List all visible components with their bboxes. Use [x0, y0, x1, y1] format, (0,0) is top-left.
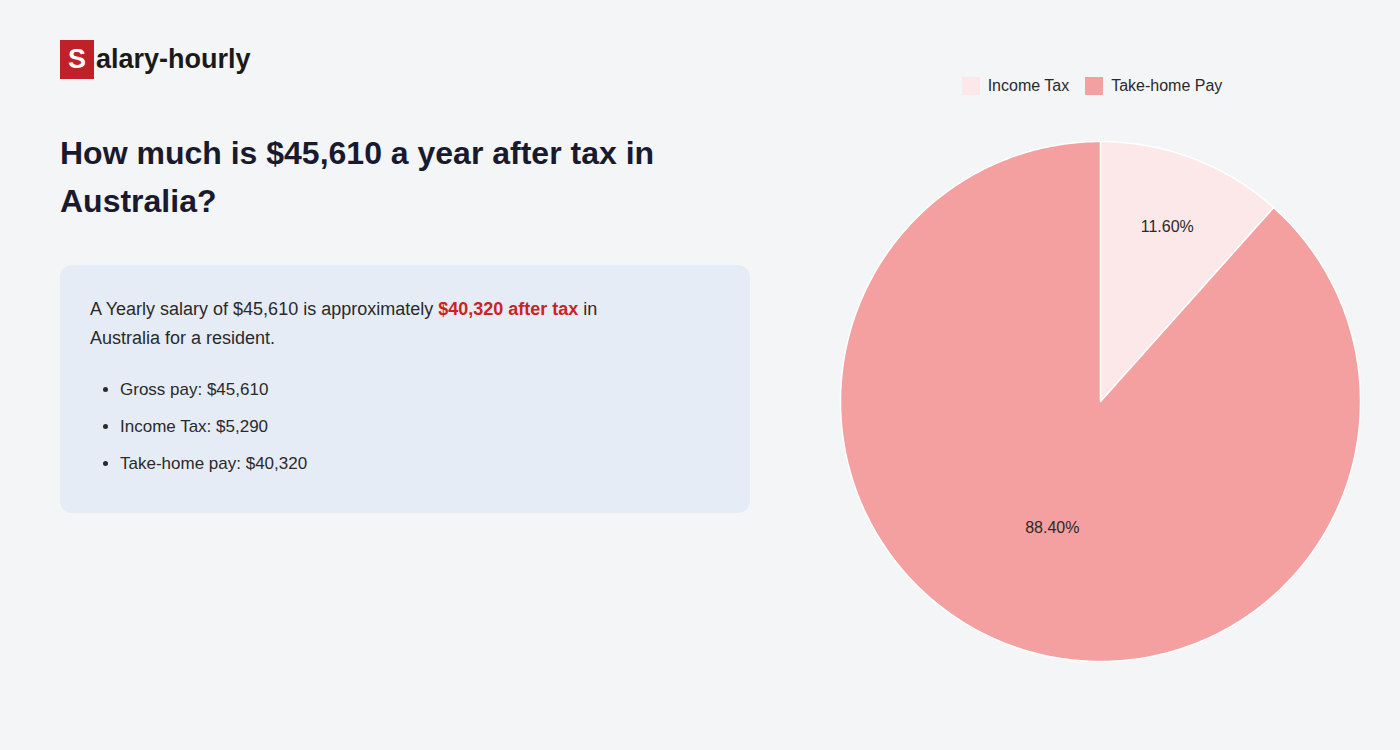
- svg-text:11.60%: 11.60%: [1141, 217, 1194, 234]
- html-text:S alary-hourly: S alary-hourly: [68, 44, 251, 74]
- html-text:A Yearly salary of $45,610 is: A Yearly salary of $45,610 is approximat…: [90, 299, 598, 319]
- html-text:How much is $45,610 a year aft: How much is $45,610 a year after tax in …: [60, 135, 655, 219]
- html-text:Australia for a resident.: Australia for a resident.: [90, 327, 276, 348]
- html-text:Income Tax: $5,290: Income Tax: $5,290: [120, 417, 269, 436]
- html-text:Income Tax: Income Tax: [987, 77, 1070, 94]
- html-text:Gross pay: $45,610: Gross pay: $45,610: [120, 379, 269, 399]
- html-text:Take-home pay: $40,320: Take-home pay: $40,320: [120, 454, 308, 474]
- html-text:Take-home Pay: Take-home Pay: [1111, 77, 1223, 94]
- svg-text:88.40%: 88.40%: [1025, 518, 1079, 535]
